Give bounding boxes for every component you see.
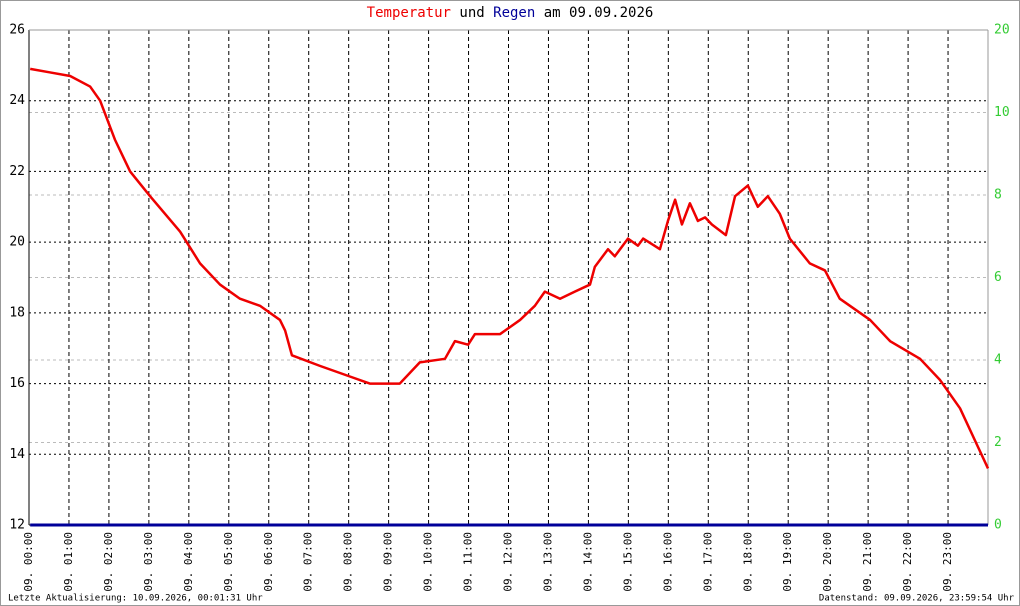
x-tick-label: 09. 19:00 — [781, 532, 794, 592]
footer-left: Letzte Aktualisierung: 10.09.2026, 00:01… — [8, 594, 263, 604]
y2-tick-label: 4 — [994, 353, 1002, 368]
x-tick-label: 09. 08:00 — [342, 532, 355, 592]
y-tick-label: 24 — [9, 93, 25, 108]
x-tick-label: 09. 13:00 — [541, 532, 554, 592]
x-tick-label: 09. 04:00 — [182, 532, 195, 592]
y-tick-label: 12 — [9, 518, 25, 533]
x-tick-label: 09. 21:00 — [861, 532, 874, 592]
title-suffix: am 09.09.2026 — [544, 5, 654, 21]
y2-tick-label: 6 — [994, 270, 1002, 285]
x-tick-label: 09. 10:00 — [422, 532, 435, 592]
y-tick-label: 22 — [9, 164, 25, 179]
y2-tick-label: 2 — [994, 435, 1002, 450]
x-tick-label: 09. 11:00 — [462, 532, 475, 592]
x-tick-label: 09. 18:00 — [741, 532, 754, 592]
x-tick-label: 09. 02:00 — [102, 532, 115, 592]
x-tick-label: 09. 16:00 — [661, 532, 674, 592]
x-tick-label: 09. 15:00 — [621, 532, 634, 592]
y-tick-label: 14 — [9, 447, 25, 462]
y2-tick-label: 0 — [994, 518, 1002, 533]
x-tick-label: 09. 01:00 — [62, 532, 75, 592]
title-series: Regen — [493, 5, 535, 21]
x-tick-label: 09. 05:00 — [222, 532, 235, 592]
x-tick-label: 09. 00:00 — [22, 532, 35, 592]
y2-tick-label: 10 — [994, 105, 1010, 120]
x-tick-label: 09. 14:00 — [581, 532, 594, 592]
title-series: Temperatur — [367, 5, 451, 21]
y2-tick-label: 20 — [994, 23, 1010, 38]
y-tick-label: 18 — [9, 305, 25, 320]
x-tick-label: 09. 12:00 — [502, 532, 515, 592]
y-tick-label: 16 — [9, 376, 25, 391]
x-tick-label: 09. 22:00 — [901, 532, 914, 592]
x-tick-label: 09. 03:00 — [142, 532, 155, 592]
title-connector: und — [459, 5, 484, 21]
y-tick-label: 26 — [9, 23, 25, 38]
chart-title: Temperatur und Regen am 09.09.2026 — [367, 5, 654, 21]
series-line — [29, 67, 990, 469]
x-tick-label: 09. 17:00 — [701, 532, 714, 592]
x-tick-label: 09. 23:00 — [941, 532, 954, 592]
x-tick-label: 09. 07:00 — [302, 532, 315, 592]
footer-right: Datenstand: 09.09.2026, 23:59:54 Uhr — [819, 594, 1015, 604]
y-tick-label: 20 — [9, 235, 25, 250]
x-tick-label: 09. 20:00 — [821, 532, 834, 592]
x-tick-label: 09. 06:00 — [262, 532, 275, 592]
x-tick-label: 09. 09:00 — [382, 532, 395, 592]
y2-tick-label: 8 — [994, 188, 1002, 203]
